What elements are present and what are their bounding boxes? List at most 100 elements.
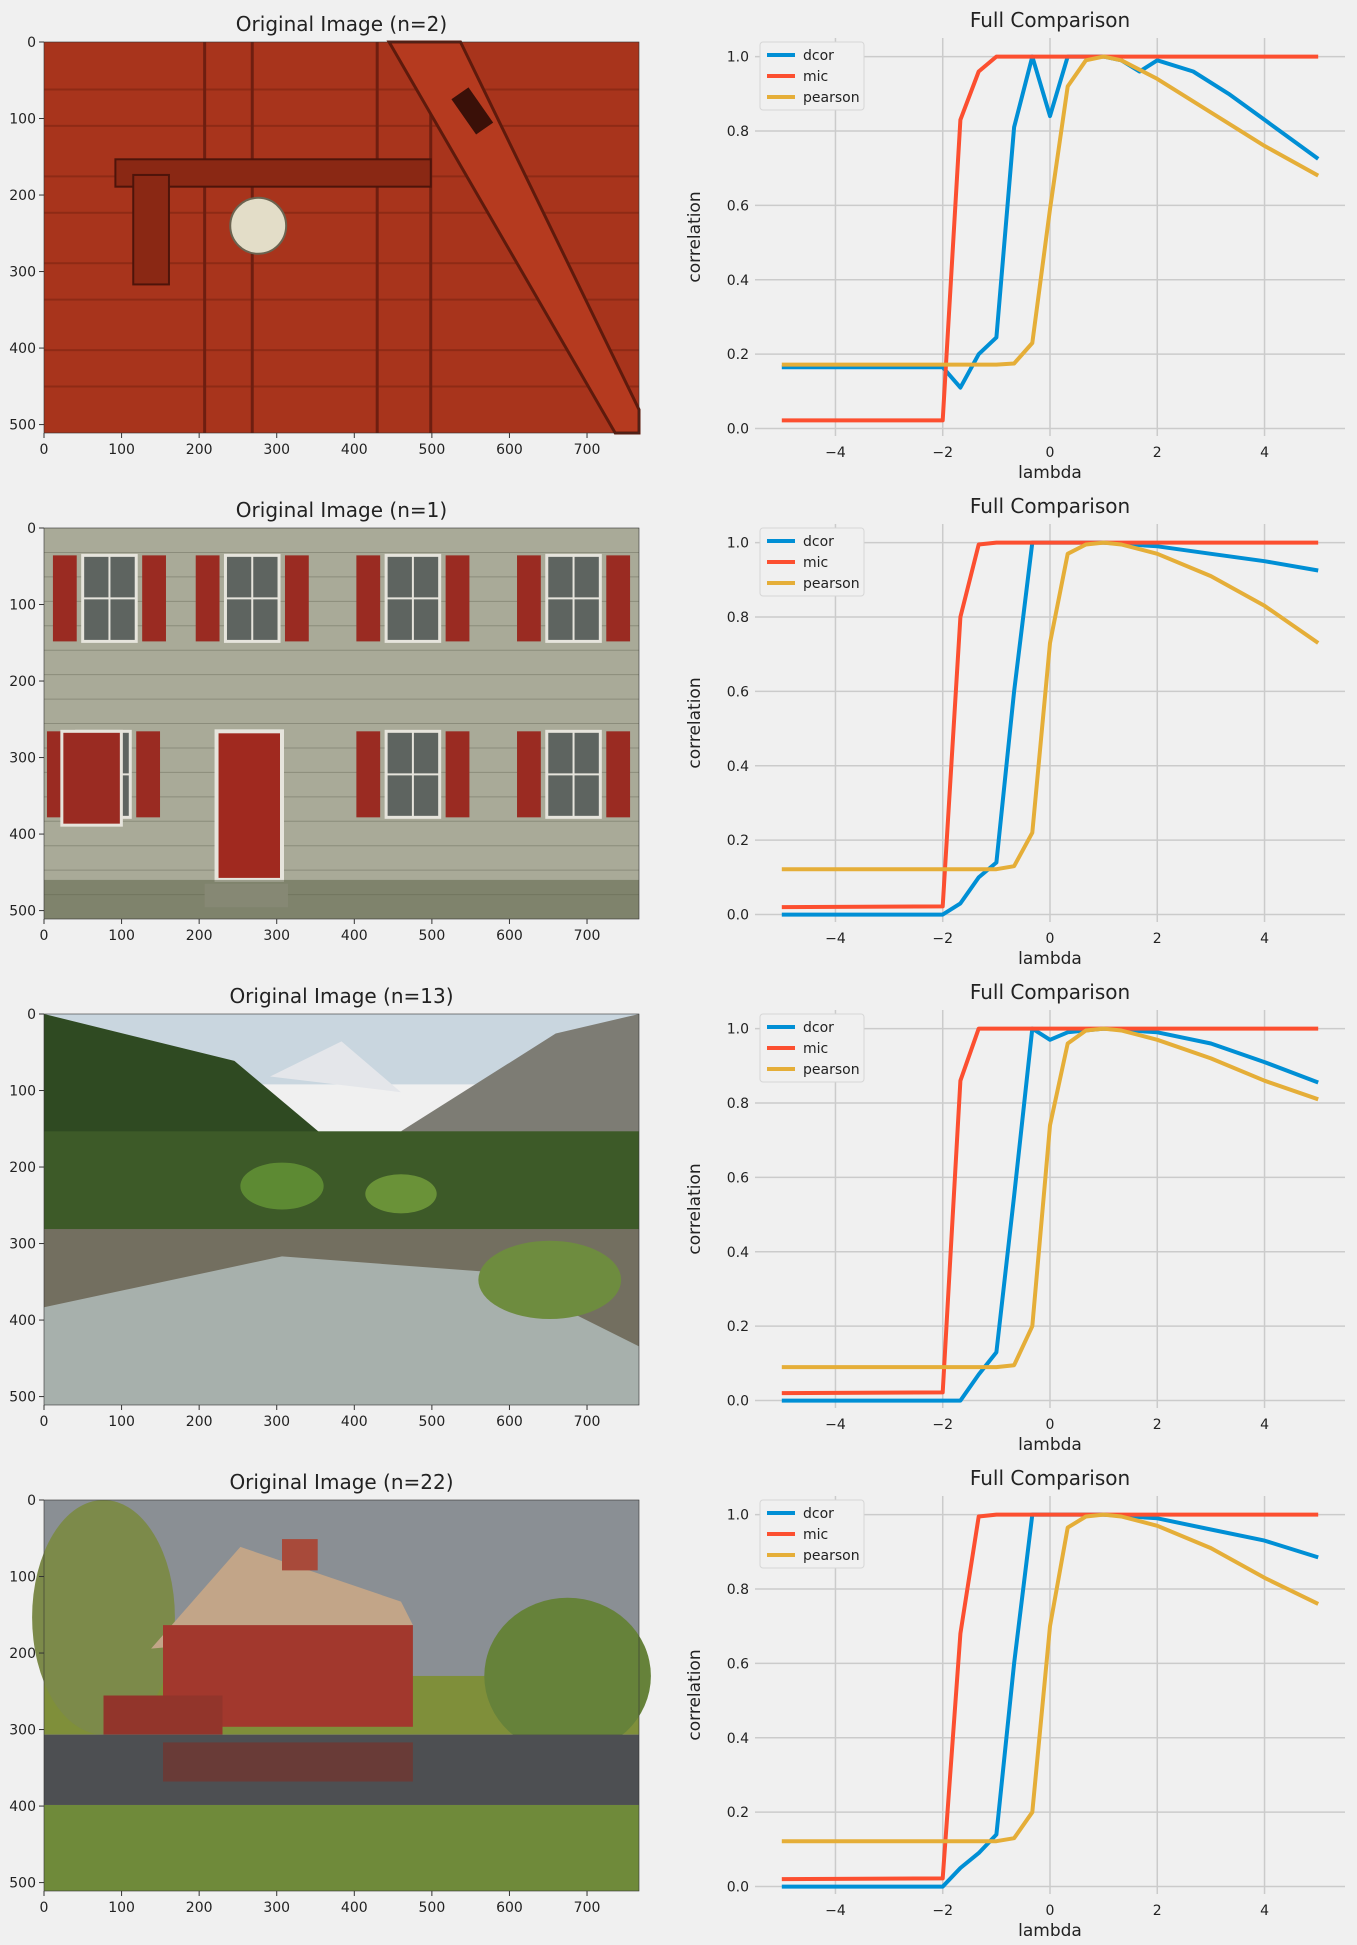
image-x-tick-label: 200 [186, 1900, 213, 1916]
figure-row: Original Image (n=13) 0 100 200 300 400 500 600… [0, 972, 1357, 1458]
chart-y-tick-label: 0.4 [727, 1731, 749, 1747]
chart-y-tick-label: 0.8 [727, 1582, 749, 1598]
chart-x-tick-label: −2 [932, 931, 953, 947]
image-x-tick-label: 300 [263, 1900, 290, 1916]
shutter-right [606, 555, 631, 642]
legend-label-mic: mic [803, 1041, 828, 1057]
image-x-tick-label: 700 [574, 442, 601, 458]
chart-y-tick-label: 0.2 [727, 1805, 749, 1821]
chart-y-tick-label: 0.2 [727, 1319, 749, 1335]
image-y-tick-label: 400 [9, 1799, 36, 1815]
image-y-tick-label: 300 [9, 751, 36, 767]
grass-bank [478, 1240, 622, 1319]
chart-y-tick-label: 0.2 [727, 347, 749, 363]
snowy-peak [270, 1041, 401, 1093]
chart-x-tick-label: 0 [1046, 445, 1055, 461]
chart-y-tick-label: 0.6 [727, 1656, 749, 1672]
chart-legend: dcor mic pearson [759, 1013, 865, 1083]
legend-label-dcor: dcor [803, 1020, 834, 1036]
chart-x-tick-label: −2 [932, 445, 953, 461]
chart-y-tick-label: 0.4 [727, 273, 749, 289]
chart-y-label: correlation [685, 1649, 705, 1740]
image-border [43, 527, 640, 920]
legend-label-dcor: dcor [803, 1506, 834, 1522]
image-x-tick-label: 700 [574, 1900, 601, 1916]
shutter-right [284, 555, 309, 642]
row-svg: Original Image (n=13)0 100 200 300 400 500 600… [9, 980, 1345, 1455]
tree-left [32, 1500, 175, 1735]
shutter-left [356, 555, 381, 642]
image-y-tick-label: 300 [9, 265, 36, 281]
chart-x-tick-label: 4 [1260, 931, 1269, 947]
chart-y-tick-label: 1.0 [727, 536, 749, 552]
image-x-tick-label: 0 [40, 442, 49, 458]
chart-panel: −4 −2 0 2 4 0.0 0.2 0.4 0.6 0.8 1.0 Full Comparison… [685, 980, 1345, 1455]
image-y-tick-label: 0 [27, 1493, 36, 1509]
image-x-tick-label: 500 [419, 442, 446, 458]
legend-label-pearson: pearson [803, 1548, 860, 1564]
image-y-tick-label: 300 [9, 1237, 36, 1253]
image-x-tick-label: 200 [186, 1414, 213, 1430]
legend-label-pearson: pearson [803, 90, 860, 106]
chart-x-label: lambda [1018, 1921, 1082, 1941]
door-knob [229, 196, 288, 255]
barn-cupola [282, 1539, 318, 1571]
chart-y-tick-label: 0.8 [727, 1096, 749, 1112]
chart-legend: dcor mic pearson [759, 527, 865, 597]
chart-x-tick-label: 2 [1153, 1417, 1162, 1433]
image-x-tick-label: 100 [108, 928, 135, 944]
chart-legend: dcor mic pearson [759, 1499, 865, 1569]
chart-x-tick-label: −4 [825, 931, 846, 947]
image-x-tick-label: 700 [574, 928, 601, 944]
image-y-tick-label: 100 [9, 1570, 36, 1586]
chart-x-label: lambda [1018, 1435, 1082, 1455]
barn-shed [103, 1695, 223, 1735]
series-line-mic [781, 540, 1319, 910]
chart-title: Full Comparison [970, 980, 1130, 1004]
image-panel: Original Image (n=13) 0 100 200 300 400 500 600… [9, 984, 640, 1430]
legend-label-mic: mic [803, 69, 828, 85]
chart-x-tick-label: 0 [1046, 1903, 1055, 1919]
image-border [43, 41, 640, 434]
image-y-tick-label: 400 [9, 1313, 36, 1329]
chart-x-tick-label: 4 [1260, 1903, 1269, 1919]
image-y-tick-label: 300 [9, 1723, 36, 1739]
shutter-right [606, 731, 631, 818]
legend-label-mic: mic [803, 1527, 828, 1543]
chart-y-tick-label: 0.8 [727, 610, 749, 626]
legend-box [759, 1499, 865, 1569]
chart-x-tick-label: −4 [825, 1417, 846, 1433]
shutter-left [195, 555, 220, 642]
chart-y-tick-label: 0.0 [727, 1880, 749, 1896]
image-x-tick-label: 700 [574, 1414, 601, 1430]
chart-x-label: lambda [1018, 463, 1082, 483]
image-x-tick-label: 200 [186, 928, 213, 944]
image-x-tick-label: 100 [108, 1900, 135, 1916]
image-y-tick-label: 100 [9, 1084, 36, 1100]
image-y-tick-label: 100 [9, 112, 36, 128]
chart-panel: −4 −2 0 2 4 0.0 0.2 0.4 0.6 0.8 1.0 Full Comparison… [685, 494, 1345, 969]
chart-x-tick-label: 4 [1260, 445, 1269, 461]
shutters-closed [60, 729, 123, 827]
chart-y-tick-label: 0.6 [727, 684, 749, 700]
image-y-tick-label: 400 [9, 341, 36, 357]
image-x-tick-label: 500 [419, 1414, 446, 1430]
series-line-pearson [781, 1026, 1319, 1370]
chart-title: Full Comparison [970, 494, 1130, 518]
image-x-tick-label: 200 [186, 442, 213, 458]
shutter-right [142, 555, 166, 642]
chart-y-tick-label: 1.0 [727, 1508, 749, 1524]
chart-x-tick-label: −4 [825, 445, 846, 461]
image-panel: Original Image (n=22) 0 100 200 300 400 500 600… [9, 1470, 651, 1916]
image-title: Original Image (n=13) [229, 984, 453, 1008]
chart-y-label: correlation [685, 1163, 705, 1254]
chart-y-label: correlation [685, 191, 705, 282]
image-panel: Original Image (n=1) 0 100 200 300 400 500 600 7… [9, 498, 640, 944]
legend-label-pearson: pearson [803, 576, 860, 592]
image-y-tick-label: 200 [9, 1160, 36, 1176]
image-x-tick-label: 300 [263, 928, 290, 944]
image-title: Original Image (n=1) [236, 498, 447, 522]
chart-x-tick-label: 2 [1153, 445, 1162, 461]
image-border [43, 1013, 640, 1406]
chart-x-tick-label: 2 [1153, 931, 1162, 947]
